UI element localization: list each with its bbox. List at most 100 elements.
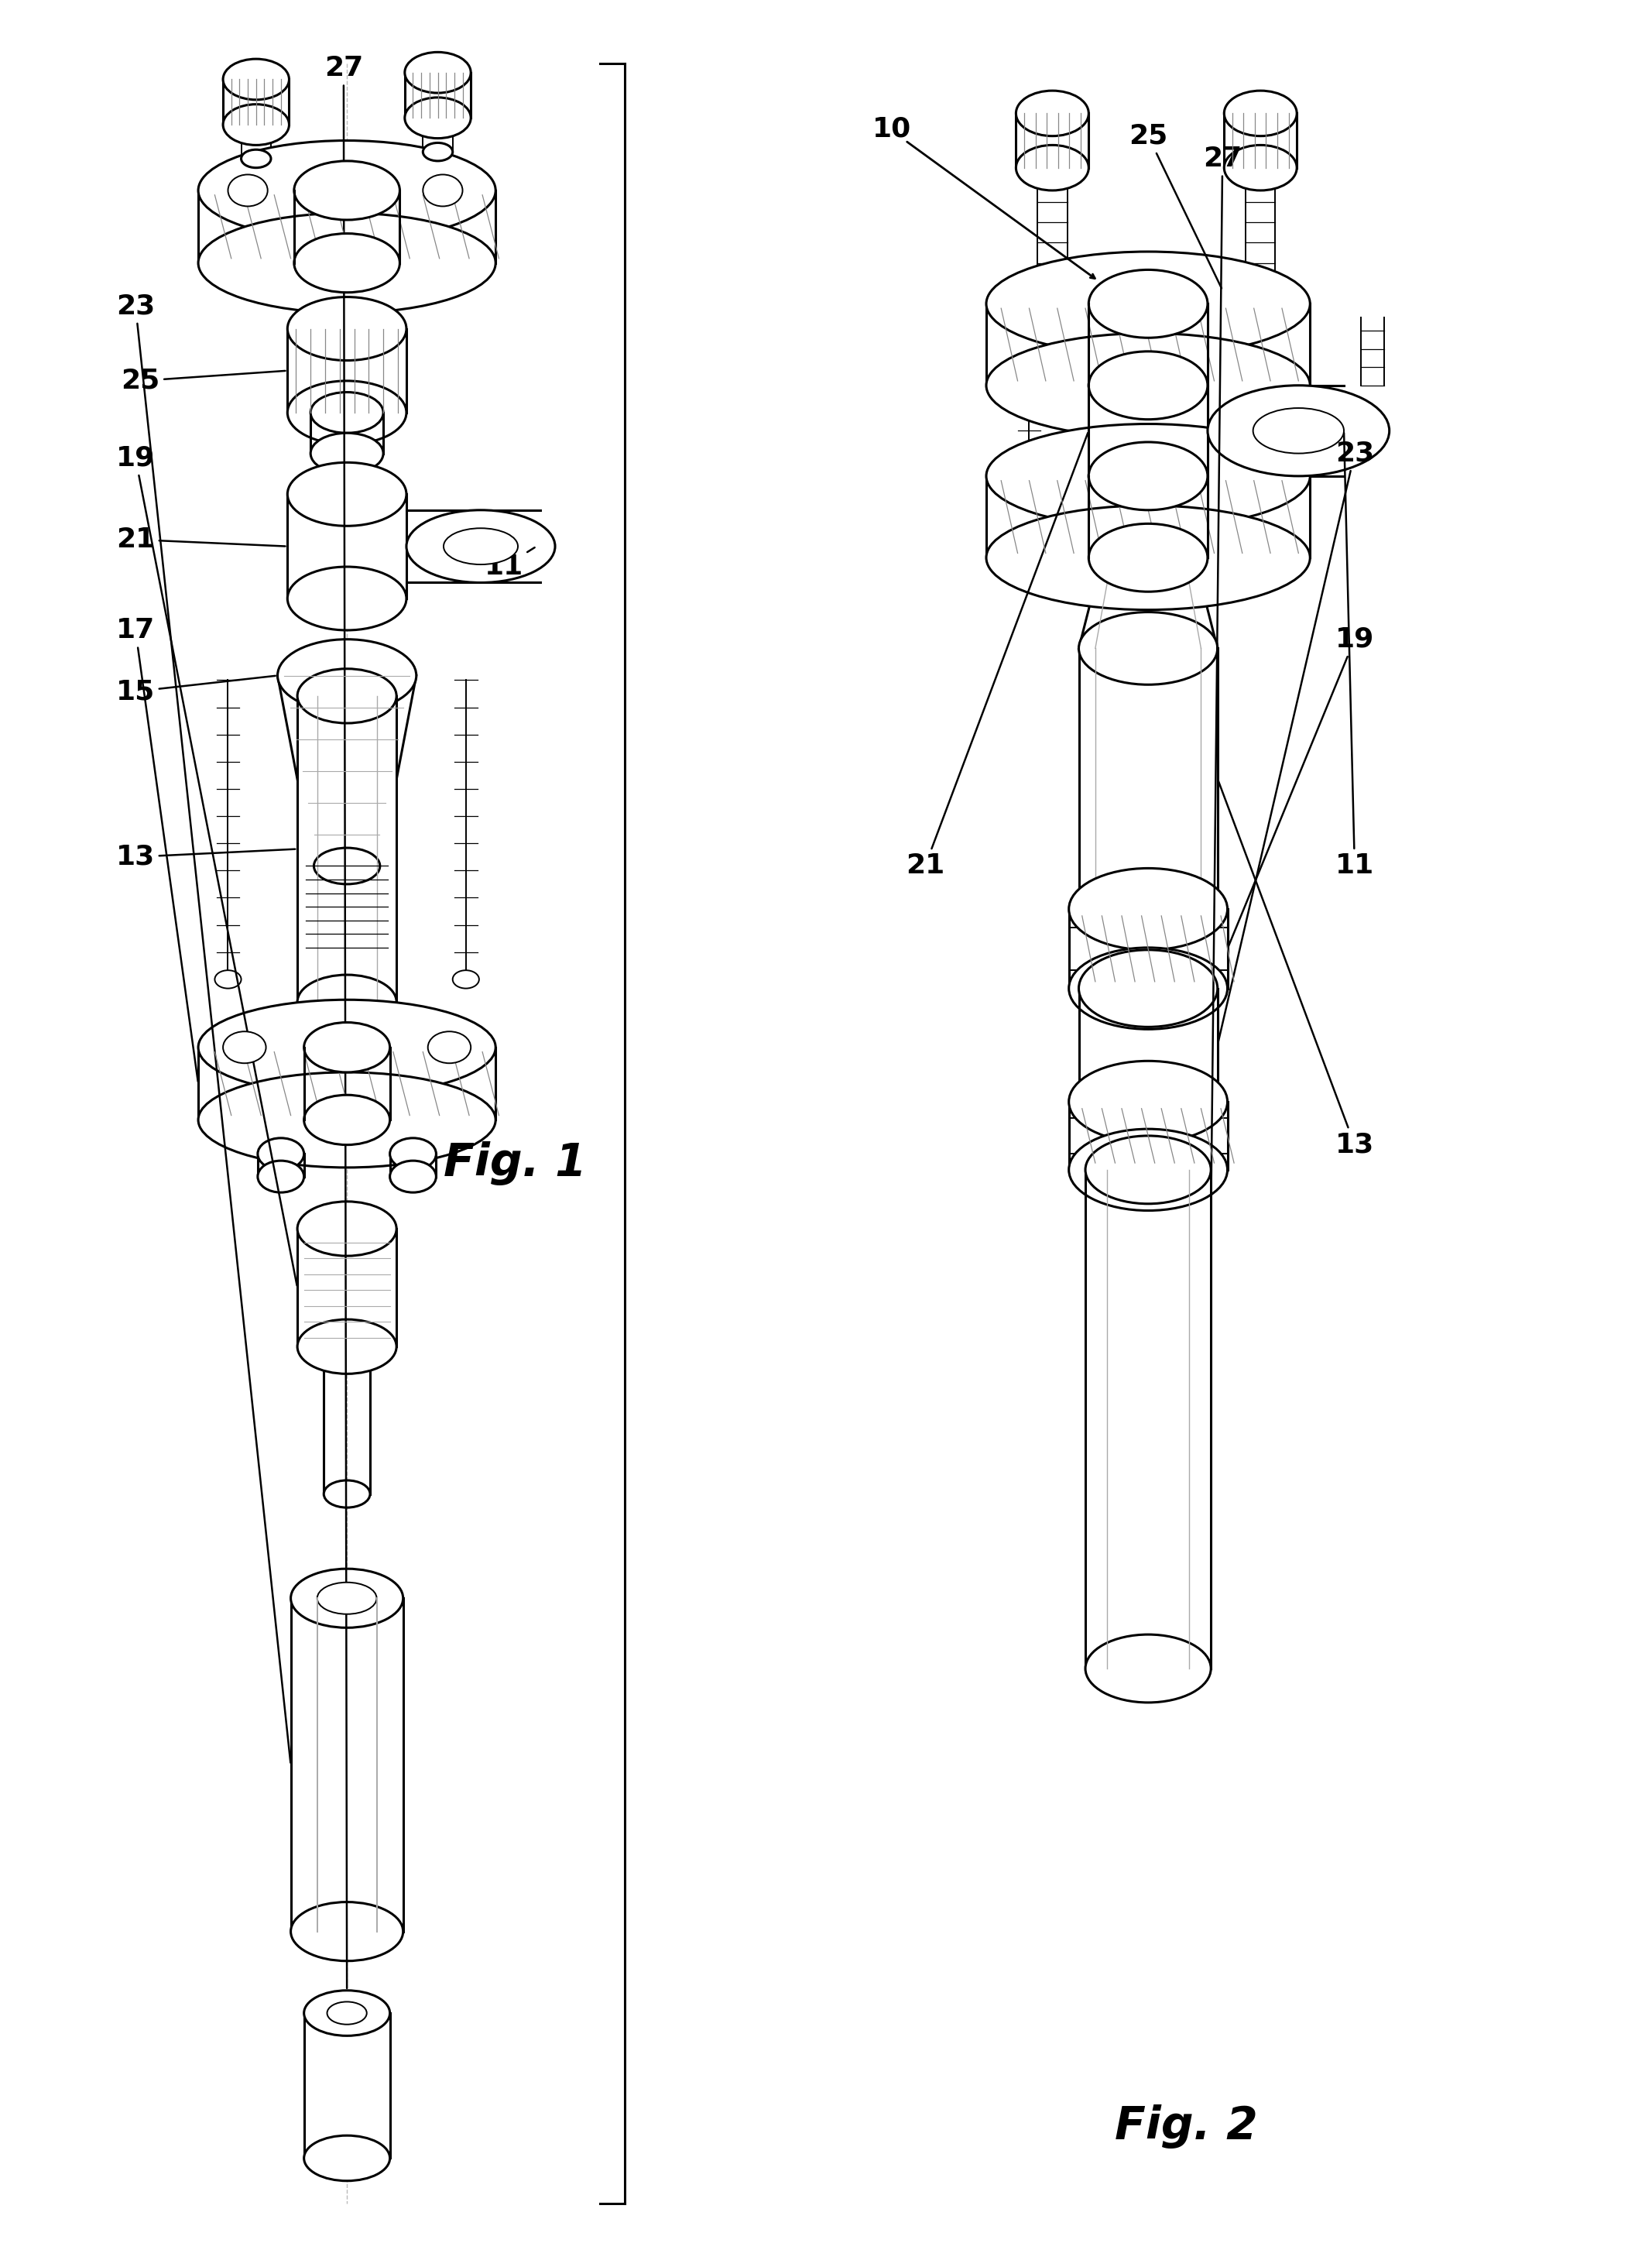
Ellipse shape (311, 392, 383, 433)
Ellipse shape (294, 161, 400, 220)
Ellipse shape (297, 1202, 396, 1256)
Ellipse shape (1089, 270, 1208, 338)
Ellipse shape (223, 59, 289, 100)
Ellipse shape (1079, 1063, 1218, 1140)
Bar (291, 1598, 403, 1931)
Ellipse shape (327, 2002, 367, 2024)
Ellipse shape (1089, 444, 1208, 508)
Ellipse shape (324, 1480, 370, 1508)
Ellipse shape (287, 567, 406, 630)
Ellipse shape (311, 433, 383, 474)
Ellipse shape (1016, 91, 1089, 136)
Ellipse shape (291, 1569, 403, 1628)
Polygon shape (278, 676, 416, 866)
Ellipse shape (297, 975, 396, 1029)
Text: 21: 21 (905, 433, 1089, 880)
Bar (198, 1047, 496, 1120)
Ellipse shape (1089, 442, 1208, 510)
Ellipse shape (1089, 354, 1208, 417)
Bar (297, 1229, 396, 1347)
Ellipse shape (278, 639, 416, 712)
Bar (1089, 385, 1208, 476)
Ellipse shape (1208, 385, 1389, 476)
Text: 27: 27 (1203, 145, 1242, 1213)
Ellipse shape (405, 52, 471, 93)
Ellipse shape (304, 1022, 390, 1072)
Ellipse shape (287, 297, 406, 360)
Bar (1085, 1170, 1211, 1669)
Ellipse shape (223, 1031, 266, 1063)
Ellipse shape (304, 2136, 390, 2181)
Text: 25: 25 (121, 367, 286, 394)
Bar (986, 304, 1310, 385)
Text: 13: 13 (1218, 780, 1374, 1158)
Ellipse shape (1079, 873, 1218, 945)
Bar (1069, 1102, 1227, 1170)
Ellipse shape (1069, 868, 1227, 950)
Ellipse shape (1079, 612, 1218, 685)
Text: 23: 23 (1218, 440, 1374, 1043)
Bar (198, 190, 496, 263)
Text: 27: 27 (324, 54, 363, 1988)
Ellipse shape (1252, 408, 1343, 453)
Bar (287, 329, 406, 413)
Bar (406, 510, 555, 583)
Ellipse shape (405, 97, 471, 138)
Ellipse shape (1224, 91, 1297, 136)
Ellipse shape (1079, 950, 1218, 1027)
Ellipse shape (287, 462, 406, 526)
Ellipse shape (304, 1095, 390, 1145)
Text: 25: 25 (1128, 122, 1221, 288)
Text: 13: 13 (116, 843, 296, 871)
Ellipse shape (986, 506, 1310, 610)
Ellipse shape (198, 213, 496, 313)
Ellipse shape (1089, 524, 1208, 592)
Ellipse shape (1069, 948, 1227, 1029)
Ellipse shape (428, 1031, 471, 1063)
Ellipse shape (228, 175, 268, 206)
Bar (304, 2013, 390, 2158)
Ellipse shape (297, 1319, 396, 1374)
Text: 19: 19 (116, 444, 297, 1285)
Bar (986, 476, 1310, 558)
Ellipse shape (390, 1161, 436, 1192)
Bar (1208, 385, 1343, 476)
Bar (287, 494, 406, 598)
Ellipse shape (423, 175, 463, 206)
Bar (223, 79, 289, 125)
Text: 17: 17 (116, 617, 198, 1081)
Ellipse shape (223, 104, 289, 145)
Text: Fig. 2: Fig. 2 (1115, 2104, 1257, 2149)
Bar (390, 1154, 436, 1177)
Ellipse shape (1224, 145, 1297, 190)
Ellipse shape (406, 510, 555, 583)
Polygon shape (1079, 558, 1218, 648)
Ellipse shape (314, 848, 380, 884)
Ellipse shape (1016, 145, 1089, 190)
Bar (297, 696, 396, 1002)
Text: 19: 19 (1227, 626, 1374, 948)
Ellipse shape (198, 141, 496, 240)
Ellipse shape (291, 1902, 403, 1961)
Text: 10: 10 (872, 116, 912, 143)
Bar (311, 413, 383, 453)
Text: 11: 11 (1335, 433, 1374, 880)
Bar (1016, 113, 1089, 168)
Text: 23: 23 (116, 292, 291, 1764)
Ellipse shape (297, 669, 396, 723)
Ellipse shape (390, 1138, 436, 1170)
Ellipse shape (986, 252, 1310, 356)
Ellipse shape (287, 381, 406, 444)
Ellipse shape (215, 970, 241, 988)
Ellipse shape (304, 1990, 390, 2036)
Ellipse shape (198, 1072, 496, 1168)
Ellipse shape (1069, 1061, 1227, 1143)
Bar (1079, 648, 1218, 909)
Ellipse shape (258, 1161, 304, 1192)
Ellipse shape (294, 234, 400, 292)
Bar (1079, 988, 1218, 1102)
Ellipse shape (317, 1582, 377, 1614)
Ellipse shape (1085, 1136, 1211, 1204)
Ellipse shape (1069, 1129, 1227, 1211)
Bar (405, 73, 471, 118)
